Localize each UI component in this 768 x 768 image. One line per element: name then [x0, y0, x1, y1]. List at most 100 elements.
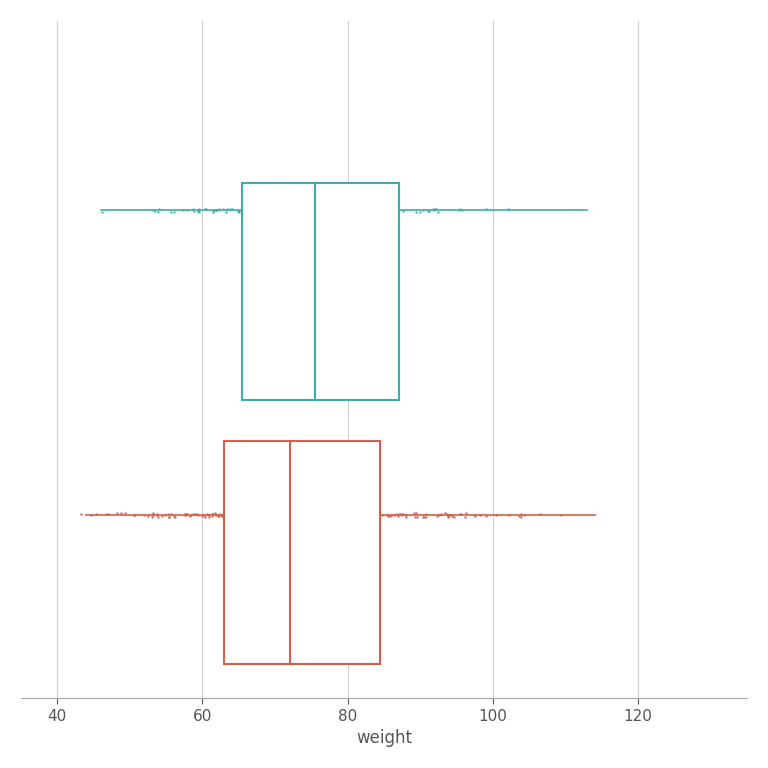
Point: [329, 204, 342, 216]
Point: [325, 203, 337, 215]
Point: [290, 509, 303, 521]
Point: [151, 509, 163, 521]
Point: [192, 205, 204, 217]
Point: [263, 508, 276, 521]
Point: [309, 510, 321, 522]
Point: [349, 509, 362, 521]
Point: [423, 204, 435, 217]
Point: [287, 203, 300, 215]
Point: [346, 206, 359, 218]
Point: [328, 509, 340, 521]
Point: [382, 203, 395, 215]
Point: [319, 509, 332, 521]
Point: [294, 204, 306, 217]
Point: [169, 511, 181, 523]
Point: [379, 204, 392, 216]
Point: [429, 203, 442, 215]
Point: [230, 510, 242, 522]
Point: [394, 508, 406, 520]
Point: [362, 509, 375, 521]
Point: [396, 508, 408, 520]
Point: [232, 508, 244, 521]
Point: [319, 511, 332, 523]
Point: [165, 508, 177, 520]
Point: [280, 203, 293, 215]
Point: [152, 511, 164, 523]
Point: [311, 511, 323, 524]
Point: [323, 511, 336, 523]
Point: [364, 206, 376, 218]
Point: [469, 509, 482, 521]
Point: [147, 508, 160, 521]
Point: [455, 508, 467, 520]
Point: [322, 509, 334, 521]
Point: [237, 508, 249, 521]
Point: [313, 205, 326, 217]
Point: [233, 205, 245, 217]
Point: [259, 509, 271, 521]
Point: [266, 508, 279, 520]
Point: [371, 204, 383, 216]
Point: [372, 510, 385, 522]
Point: [279, 205, 291, 217]
Point: [347, 511, 359, 523]
Point: [288, 508, 300, 521]
Point: [276, 510, 289, 522]
Point: [188, 205, 200, 217]
Point: [419, 511, 432, 524]
Point: [332, 203, 344, 215]
Point: [263, 205, 275, 217]
Point: [330, 511, 343, 523]
Point: [361, 509, 373, 521]
Point: [319, 205, 332, 217]
Point: [372, 508, 385, 521]
Point: [247, 511, 260, 523]
Point: [386, 204, 398, 217]
Point: [475, 509, 487, 521]
Point: [147, 204, 159, 217]
Point: [323, 508, 335, 521]
Point: [220, 510, 232, 522]
Point: [214, 203, 226, 215]
Point: [217, 510, 229, 522]
Point: [325, 207, 337, 219]
Point: [278, 509, 290, 521]
Point: [456, 204, 468, 216]
Point: [448, 511, 460, 523]
Point: [388, 204, 400, 217]
Point: [326, 204, 339, 216]
Point: [152, 203, 164, 215]
Point: [180, 508, 193, 520]
Point: [254, 510, 266, 522]
Point: [127, 508, 140, 521]
Point: [283, 509, 296, 521]
Point: [333, 508, 345, 521]
Point: [162, 508, 174, 520]
Point: [217, 203, 229, 215]
Point: [316, 511, 329, 523]
Point: [308, 511, 320, 523]
Point: [334, 507, 346, 519]
Point: [304, 509, 316, 521]
Point: [90, 508, 102, 520]
Point: [335, 508, 347, 521]
Point: [309, 507, 321, 519]
Point: [303, 203, 316, 215]
Point: [258, 508, 270, 520]
Point: [311, 510, 323, 522]
Point: [293, 510, 306, 522]
Point: [156, 509, 168, 521]
Point: [309, 509, 321, 521]
Point: [326, 204, 338, 216]
Point: [319, 204, 331, 216]
Point: [328, 510, 340, 522]
Point: [322, 204, 334, 216]
Point: [368, 508, 380, 520]
Point: [214, 508, 226, 521]
Point: [293, 511, 305, 523]
Point: [305, 508, 317, 520]
Point: [142, 510, 154, 522]
Point: [313, 204, 326, 216]
Point: [442, 511, 455, 523]
Point: [422, 204, 435, 217]
